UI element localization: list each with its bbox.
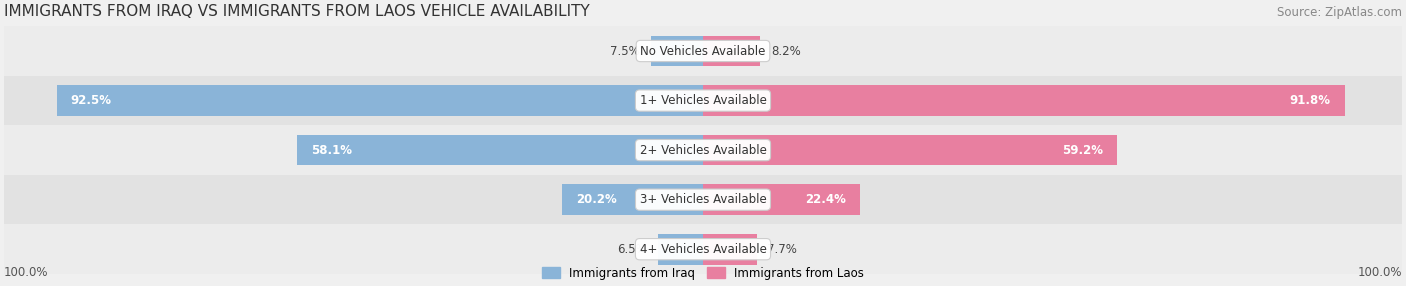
Bar (703, 135, 1116, 166)
Text: 1+ Vehicles Available: 1+ Vehicles Available (640, 94, 766, 107)
Bar (703, 85, 1344, 116)
Text: 4+ Vehicles Available: 4+ Vehicles Available (640, 243, 766, 256)
Text: 59.2%: 59.2% (1062, 144, 1102, 157)
Bar (297, 135, 703, 166)
Text: 2+ Vehicles Available: 2+ Vehicles Available (640, 144, 766, 157)
Bar (651, 36, 703, 66)
Bar (658, 234, 703, 265)
Text: 7.7%: 7.7% (768, 243, 797, 256)
Text: 3+ Vehicles Available: 3+ Vehicles Available (640, 193, 766, 206)
Legend: Immigrants from Iraq, Immigrants from Laos: Immigrants from Iraq, Immigrants from La… (538, 263, 868, 283)
Text: 100.0%: 100.0% (4, 266, 49, 279)
Text: 100.0%: 100.0% (1357, 266, 1402, 279)
Bar (4, 175, 1402, 225)
Text: 92.5%: 92.5% (70, 94, 111, 107)
Bar (4, 225, 1402, 274)
Text: IMMIGRANTS FROM IRAQ VS IMMIGRANTS FROM LAOS VEHICLE AVAILABILITY: IMMIGRANTS FROM IRAQ VS IMMIGRANTS FROM … (4, 4, 591, 19)
Bar (703, 184, 859, 215)
Text: No Vehicles Available: No Vehicles Available (640, 45, 766, 57)
Text: 20.2%: 20.2% (576, 193, 617, 206)
Text: Source: ZipAtlas.com: Source: ZipAtlas.com (1277, 6, 1402, 19)
Text: 58.1%: 58.1% (311, 144, 352, 157)
Bar (4, 125, 1402, 175)
Bar (703, 234, 756, 265)
Bar (56, 85, 703, 116)
Text: 8.2%: 8.2% (770, 45, 800, 57)
Text: 22.4%: 22.4% (804, 193, 845, 206)
Text: 6.5%: 6.5% (617, 243, 647, 256)
Bar (4, 26, 1402, 76)
Bar (562, 184, 703, 215)
Bar (703, 36, 761, 66)
Text: 7.5%: 7.5% (610, 45, 640, 57)
Bar (4, 76, 1402, 125)
Text: 91.8%: 91.8% (1289, 94, 1330, 107)
